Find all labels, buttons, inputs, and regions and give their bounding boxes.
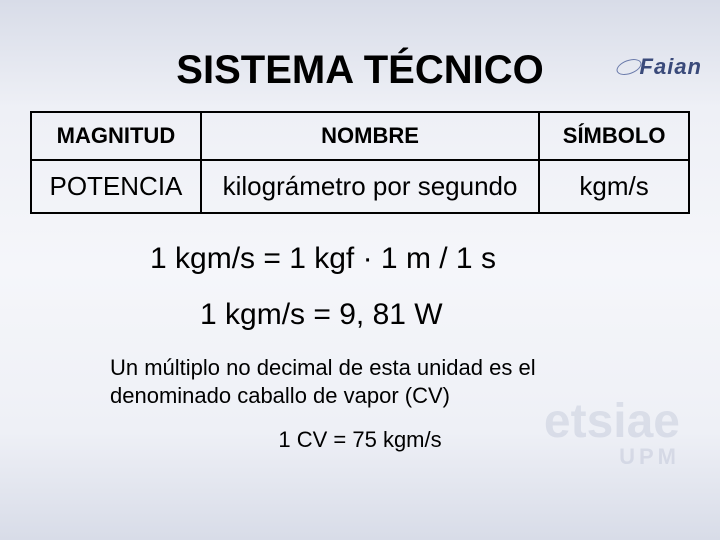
cell-magnitud: POTENCIA — [31, 160, 201, 213]
table-row: POTENCIA kilográmetro por segundo kgm/s — [31, 160, 689, 213]
definition-table: MAGNITUD NOMBRE SÍMBOLO POTENCIA kilográ… — [30, 111, 690, 214]
header-magnitud: MAGNITUD — [31, 112, 201, 160]
logo-swirl-icon — [616, 58, 644, 74]
equation-1: 1 kgm/s = 1 kgf · 1 m / 1 s — [150, 242, 720, 276]
equation-2: 1 kgm/s = 9, 81 W — [200, 298, 720, 332]
equation-3: 1 CV = 75 kgm/s — [0, 427, 720, 453]
header-simbolo: SÍMBOLO — [539, 112, 689, 160]
header-nombre: NOMBRE — [201, 112, 539, 160]
description-text: Un múltiplo no decimal de esta unidad es… — [110, 354, 660, 409]
page-title: SISTEMA TÉCNICO — [0, 48, 720, 93]
logo-top: Faian — [616, 54, 702, 80]
logo-text: Faian — [640, 54, 702, 79]
cell-simbolo: kgm/s — [539, 160, 689, 213]
table-header-row: MAGNITUD NOMBRE SÍMBOLO — [31, 112, 689, 160]
cell-nombre: kilográmetro por segundo — [201, 160, 539, 213]
